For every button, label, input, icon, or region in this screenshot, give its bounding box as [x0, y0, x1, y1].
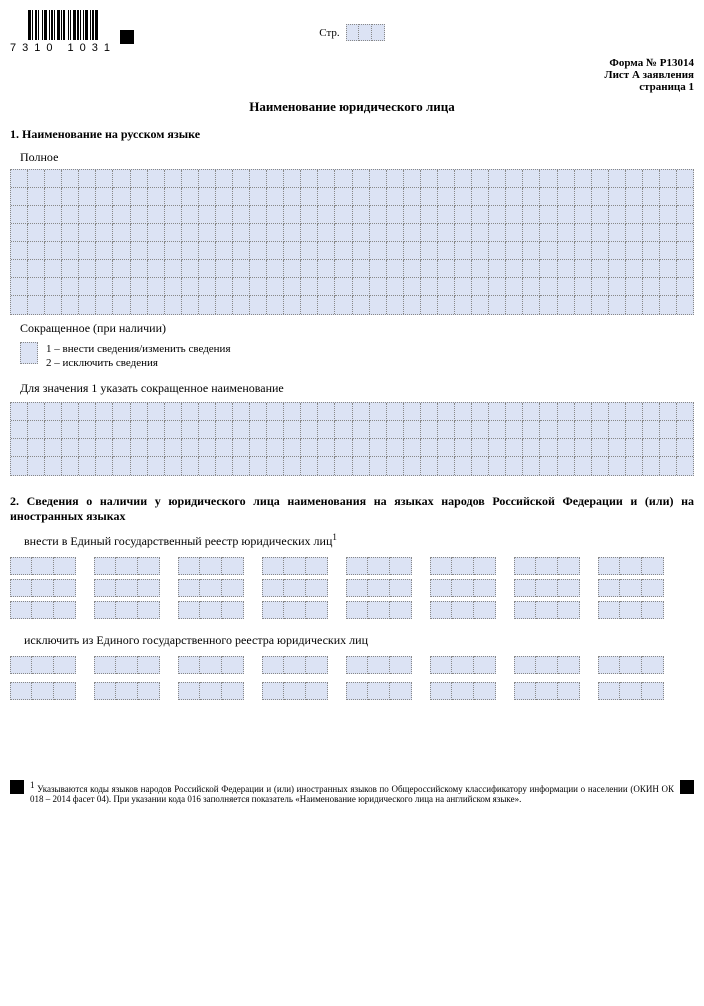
marker-square-icon: [680, 780, 694, 794]
section1-heading: 1. Наименование на русском языке: [10, 127, 694, 142]
exclude-label: исключить из Единого государственного ре…: [24, 633, 694, 648]
footnote-text: 1 Указываются коды языков народов Россий…: [24, 780, 680, 804]
language-code-group[interactable]: [430, 656, 496, 700]
full-name-label: Полное: [20, 150, 694, 165]
legend-line2: 2 – исключить сведения: [46, 356, 231, 370]
form-number: Форма № Р13014: [10, 57, 694, 69]
short-name-grid[interactable]: [10, 402, 694, 476]
legend-text: 1 – внести сведения/изменить сведения 2 …: [46, 342, 231, 371]
language-code-group[interactable]: [178, 557, 244, 619]
barcode: 7310 1031: [10, 10, 116, 54]
legend-line1: 1 – внести сведения/изменить сведения: [46, 342, 231, 356]
page-label: Стр.: [319, 27, 339, 39]
short-name-label: Сокращенное (при наличии): [20, 321, 694, 336]
page-number-label: страница 1: [10, 81, 694, 93]
language-code-group[interactable]: [262, 656, 328, 700]
footnote-marker: 1: [332, 532, 337, 542]
short-name-instruction: Для значения 1 указать сокращенное наиме…: [20, 381, 694, 396]
page-title: Наименование юридического лица: [10, 99, 694, 115]
language-code-group[interactable]: [514, 557, 580, 619]
include-label: внести в Единый государственный реестр ю…: [24, 532, 694, 549]
marker-square-icon: [10, 780, 24, 794]
full-name-grid[interactable]: [10, 169, 694, 315]
footnote: 1 Указываются коды языков народов Россий…: [10, 780, 694, 804]
language-code-group[interactable]: [346, 656, 412, 700]
language-code-group[interactable]: [178, 656, 244, 700]
short-name-legend: 1 – внести сведения/изменить сведения 2 …: [20, 342, 694, 371]
exclude-code-groups[interactable]: [10, 656, 694, 700]
sheet-label: Лист А заявления: [10, 69, 694, 81]
language-code-group[interactable]: [262, 557, 328, 619]
barcode-number: 7310 1031: [10, 42, 116, 54]
language-code-group[interactable]: [514, 656, 580, 700]
include-code-groups[interactable]: [10, 557, 694, 619]
language-code-group[interactable]: [346, 557, 412, 619]
form-header: Форма № Р13014 Лист А заявления страница…: [10, 57, 694, 93]
section2-heading: 2. Сведения о наличии у юридического лиц…: [10, 494, 694, 524]
short-name-code-cell[interactable]: [20, 342, 38, 364]
language-code-group[interactable]: [94, 656, 160, 700]
language-code-group[interactable]: [94, 557, 160, 619]
language-code-group[interactable]: [598, 656, 664, 700]
language-code-group[interactable]: [10, 557, 76, 619]
language-code-group[interactable]: [10, 656, 76, 700]
page-number-cells[interactable]: [346, 24, 385, 41]
language-code-group[interactable]: [430, 557, 496, 619]
marker-square-icon: [120, 30, 134, 44]
language-code-group[interactable]: [598, 557, 664, 619]
